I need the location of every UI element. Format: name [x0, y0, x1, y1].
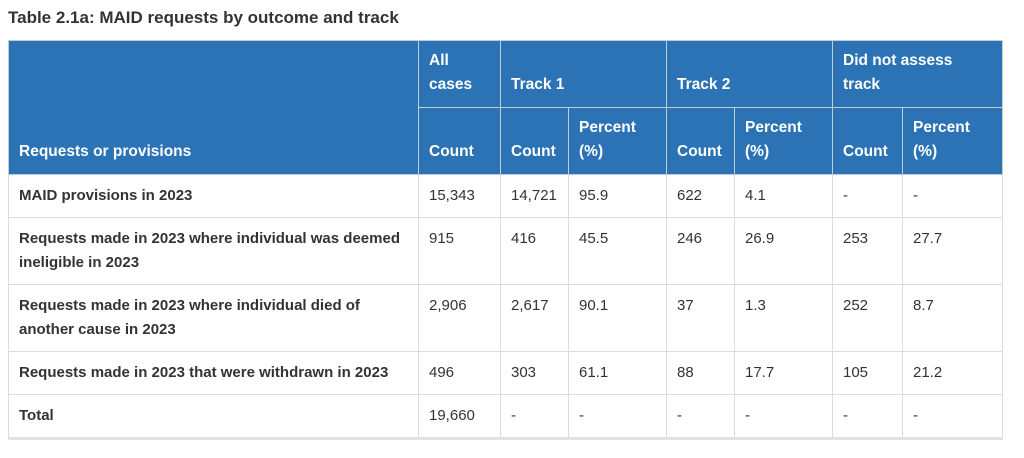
- subheader-all-cases-count: Count: [418, 107, 501, 176]
- cell-value: 8.7: [901, 284, 1004, 353]
- cell-value: 253: [832, 217, 903, 286]
- cell-value: 915: [418, 217, 501, 286]
- subheader-track1-count: Count: [500, 107, 569, 176]
- table-row: Total 19,660- - - - - -: [8, 394, 1004, 440]
- column-group-track-2: Track 2: [666, 40, 833, 109]
- subheader-dna-count: Count: [832, 107, 903, 176]
- cell-value: 88: [666, 351, 735, 396]
- cell-value: 14,721: [500, 174, 569, 219]
- cell-value: 2,617: [500, 284, 569, 353]
- cell-value: 303: [500, 351, 569, 396]
- cell-value: 4.1: [734, 174, 833, 219]
- cell-value: -: [901, 174, 1004, 219]
- cell-value: 17.7: [734, 351, 833, 396]
- cell-value: 2,906: [418, 284, 501, 353]
- column-group-track-1: Track 1: [500, 40, 667, 109]
- cell-value: 246: [666, 217, 735, 286]
- subheader-dna-percent: Percent (%): [901, 107, 1004, 176]
- table-title: Table 2.1a: MAID requests by outcome and…: [8, 8, 399, 27]
- cell-value: 622: [666, 174, 735, 219]
- table-row: Requests made in 2023 where individual d…: [8, 284, 1004, 353]
- cell-value: 27.7: [901, 217, 1004, 286]
- table-row: MAID provisions in 2023 15,343 14,721 95.9 6…: [8, 174, 1004, 219]
- cell-value: 105: [832, 351, 903, 396]
- header-sub-row: Count Count Percent (%) Count Percent (%…: [9, 107, 1004, 176]
- cell-value: 61.1: [568, 351, 667, 396]
- subheader-track1-percent: Percent (%): [568, 107, 667, 176]
- row-label: Requests made in 2023 where individual w…: [8, 217, 419, 286]
- table-row: Requests made in 2023 where individual w…: [8, 217, 1004, 286]
- table-header: Requests or provisions All cases Track 1…: [8, 40, 1004, 176]
- cell-value: 37: [666, 284, 735, 353]
- column-header-requests-or-provisions: Requests or provisions: [8, 40, 419, 176]
- row-label: MAID provisions in 2023: [8, 174, 419, 219]
- cell-value: -: [734, 394, 833, 440]
- row-label: Requests made in 2023 where individual d…: [8, 284, 419, 353]
- cell-value: 19,660: [418, 394, 501, 440]
- cell-value: 21.2: [901, 351, 1004, 396]
- cell-value: 252: [832, 284, 903, 353]
- cell-value: 15,343: [418, 174, 501, 219]
- header-group-row: Requests or provisions All cases Track 1…: [8, 40, 1004, 176]
- subheader-track2-percent: Percent (%): [734, 107, 833, 176]
- cell-value: -: [568, 394, 667, 440]
- cell-value: 496: [418, 351, 501, 396]
- cell-value: -: [500, 394, 569, 440]
- cell-value: -: [666, 394, 735, 440]
- cell-value: 1.3: [734, 284, 833, 353]
- column-group-did-not-assess-track: Did not assess track: [831, 40, 1004, 109]
- row-label: Requests made in 2023 that were withdraw…: [8, 351, 419, 396]
- cell-value: 26.9: [734, 217, 833, 286]
- cell-value: -: [832, 394, 903, 440]
- cell-value: -: [901, 394, 1004, 440]
- cell-value: -: [832, 174, 903, 219]
- table-row: Requests made in 2023 that were withdraw…: [8, 351, 1004, 396]
- table-body: MAID provisions in 2023 15,343 14,721 95.9 6…: [8, 174, 1004, 440]
- cell-value: 90.1: [568, 284, 667, 353]
- cell-value: 95.9: [568, 174, 667, 219]
- subheader-track2-count: Count: [666, 107, 735, 176]
- row-label: Total: [8, 394, 419, 440]
- cell-value: 45.5: [568, 217, 667, 286]
- column-group-all-cases: All cases: [418, 40, 501, 109]
- maid-requests-table: Requests or provisions All cases Track 1…: [8, 40, 1004, 441]
- cell-value: 416: [500, 217, 569, 286]
